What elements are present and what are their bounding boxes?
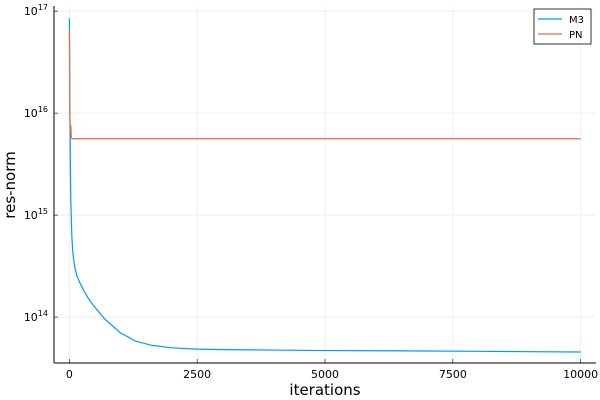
- axes: [53, 6, 596, 364]
- legend-label-pn: PN: [569, 30, 583, 41]
- tick-labels: 0 2500 5000 7500 10000 1014 1015 1016 1017: [24, 3, 598, 381]
- y-tick-label: 1017: [24, 3, 48, 18]
- y-axis-label: res-norm: [1, 151, 19, 219]
- series-line-pn: [68, 30, 581, 140]
- x-tick-label: 0: [66, 368, 73, 381]
- legend-box: [533, 8, 592, 45]
- x-tick-label: 10000: [563, 368, 598, 381]
- y-tick-label: 1016: [24, 105, 48, 120]
- series-lines: [68, 18, 581, 353]
- x-axis-label: iterations: [289, 381, 360, 399]
- legend: M3 PN: [533, 8, 592, 45]
- y-tick-label: 1015: [24, 207, 48, 222]
- grid: [54, 6, 596, 363]
- y-tick-label: 1014: [24, 309, 48, 324]
- series-line-m3: [68, 18, 581, 353]
- x-tick-label: 7500: [439, 368, 467, 381]
- x-tick-label: 5000: [311, 368, 339, 381]
- x-tick-label: 2500: [183, 368, 211, 381]
- legend-label-m3: M3: [569, 15, 584, 26]
